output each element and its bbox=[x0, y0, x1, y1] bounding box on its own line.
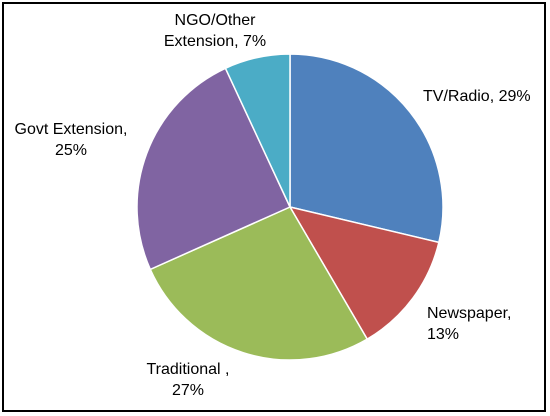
pie-label-line: 25% bbox=[55, 142, 87, 159]
pie-label-line: Newspaper, bbox=[427, 305, 512, 322]
pie-label-govt-extension: Govt Extension, 25% bbox=[15, 121, 128, 159]
pie-label-line: Traditional , bbox=[147, 361, 230, 378]
pie-label-line: TV/Radio, 29% bbox=[423, 88, 531, 105]
pie-label-newspaper: Newspaper, 13% bbox=[427, 305, 512, 343]
pie-label-tv-radio: TV/Radio, 29% bbox=[423, 88, 531, 105]
pie-label-ngo-other-extension: NGO/Other Extension, 7% bbox=[164, 12, 266, 50]
pie-label-line: NGO/Other bbox=[175, 12, 257, 29]
pie-slice-govt-extension bbox=[136, 67, 292, 271]
pie-label-line: Govt Extension, bbox=[15, 121, 128, 138]
pie-label-line: 13% bbox=[427, 326, 459, 343]
pie-slices bbox=[136, 53, 444, 361]
pie-label-line: 27% bbox=[172, 382, 204, 399]
pie-labels: TV/Radio, 29% Newspaper, 13% Traditional , 2… bbox=[15, 12, 531, 399]
pie-label-line: Extension, 7% bbox=[164, 33, 266, 50]
pie-label-traditional: Traditional , 27% bbox=[147, 361, 230, 399]
pie-slice-tv-radio bbox=[289, 53, 444, 244]
pie-slice-newspaper bbox=[288, 205, 440, 341]
pie-slice-ngo-other-extension bbox=[224, 53, 291, 208]
